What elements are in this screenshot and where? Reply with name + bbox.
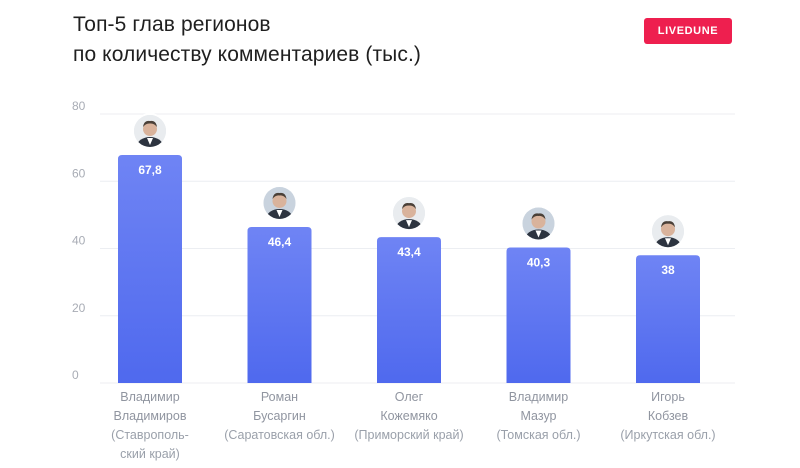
avatar-figure: [522, 207, 555, 240]
category-region-label: (Саратовская обл.): [224, 428, 335, 442]
avatar-face: [531, 214, 546, 229]
avatar-shirt: [665, 238, 671, 246]
category-name-label: Мазур: [520, 409, 556, 423]
bars: 67,8 46,4 43,4 40,3 38: [118, 155, 700, 383]
avatar-suit: [655, 237, 681, 248]
bar: [636, 255, 700, 383]
avatar-hair: [272, 192, 287, 199]
bar-group: 43,4: [377, 237, 441, 383]
bar: [247, 226, 312, 383]
avatar-photo: [391, 195, 427, 232]
y-tick-label: 60: [72, 166, 86, 180]
bar-group: 38: [636, 255, 700, 383]
avatar-figure: [393, 197, 425, 230]
chart-title: Топ-5 глав регионов по количеству коммен…: [73, 10, 421, 70]
category-region-label: ский край): [120, 447, 180, 461]
avatar-shirt: [406, 220, 412, 228]
category-name-label: Бусаргин: [253, 409, 306, 423]
livedune-logo: LIVEDUNE: [644, 18, 732, 44]
bar-group: 67,8: [118, 155, 182, 383]
avatar-photo: [520, 205, 557, 242]
bar-value-label: 67,8: [138, 163, 162, 177]
avatar-shirt: [147, 138, 153, 146]
bar: [506, 247, 571, 383]
category-region-label: (Приморский край): [354, 428, 463, 442]
avatar-face: [661, 222, 675, 237]
category-name-label: Олег: [395, 390, 424, 404]
avatar-photo: [132, 113, 168, 150]
bar-value-label: 46,4: [268, 235, 292, 249]
avatar-face: [272, 193, 287, 208]
avatar-suit: [525, 229, 552, 240]
bar-value-label: 38: [661, 263, 675, 277]
category-name-label: Роман: [261, 390, 298, 404]
category-region-label: (Ставрополь-: [111, 428, 189, 442]
category-name-label: Игорь: [651, 390, 685, 404]
y-axis-ticks: 0 20 40 60 80: [72, 99, 86, 382]
avatar-figure: [134, 115, 166, 148]
bar-group: 40,3: [506, 247, 571, 383]
category-name-label: Владимир: [120, 390, 179, 404]
avatar-face: [143, 122, 157, 137]
avatar-shirt: [276, 209, 283, 217]
category-name-label: Кожемяко: [380, 409, 437, 423]
bar-value-label: 40,3: [527, 255, 551, 269]
category-name-label: Владимир: [509, 390, 568, 404]
category-name-label: Кобзев: [648, 409, 689, 423]
avatar-suit: [266, 208, 293, 219]
avatar-hair: [402, 202, 416, 210]
y-tick-label: 80: [72, 99, 86, 113]
y-tick-label: 0: [72, 368, 79, 382]
avatar-figure: [652, 215, 684, 248]
category-labels: Владимир Владимиров (Ставрополь-ский край)…: [111, 390, 715, 461]
avatar-photo: [650, 213, 686, 250]
bar: [118, 155, 182, 383]
bar-group: 46,4: [247, 226, 312, 383]
y-tick-label: 40: [72, 234, 86, 248]
category-region-label: (Томская обл.): [496, 428, 580, 442]
avatar-suit: [137, 137, 163, 148]
y-tick-label: 20: [72, 301, 86, 315]
avatar-photo: [261, 184, 298, 221]
title-line-2: по количеству комментариев (тыс.): [73, 43, 422, 66]
avatar-figure: [263, 186, 296, 219]
avatar-suit: [396, 219, 422, 230]
avatar-shirt: [535, 230, 542, 238]
avatars: [132, 113, 686, 250]
category-name-label: Владимиров: [114, 409, 187, 423]
avatar-face: [402, 204, 416, 219]
title-line-1: Топ-5 глав регионов: [73, 13, 271, 36]
bar-value-label: 43,4: [397, 245, 421, 259]
avatar-hair: [531, 213, 546, 220]
avatar-hair: [661, 221, 675, 228]
avatar-hair: [143, 120, 157, 128]
bar: [377, 237, 441, 383]
category-region-label: (Иркутская обл.): [620, 428, 715, 442]
